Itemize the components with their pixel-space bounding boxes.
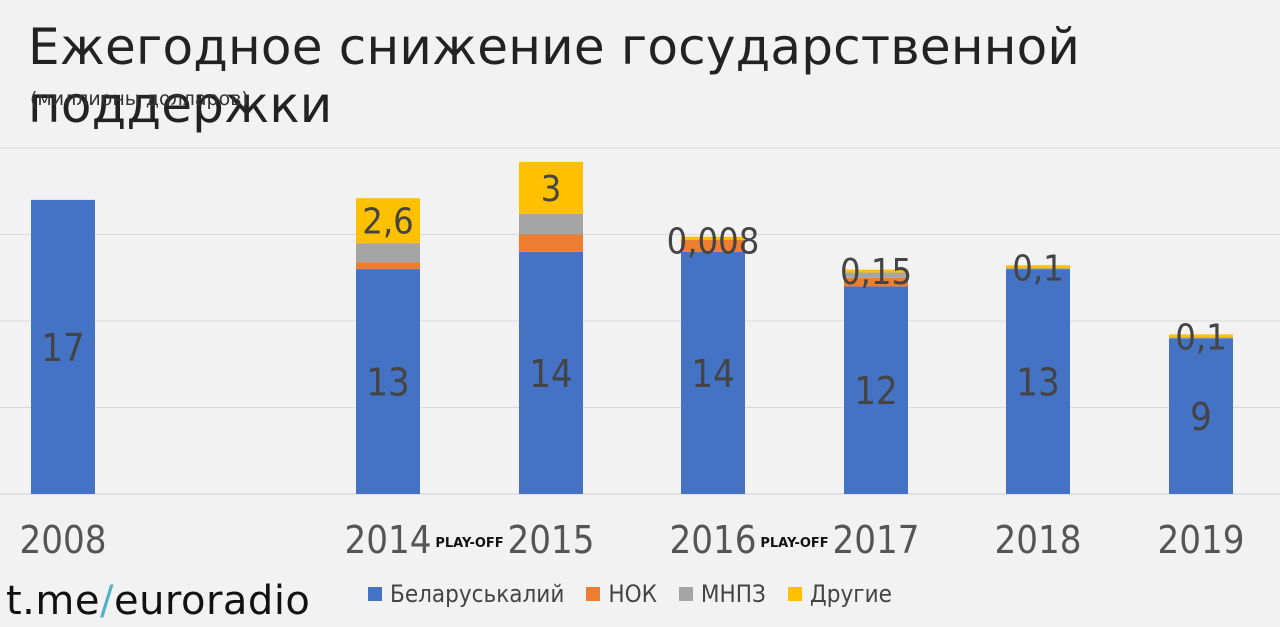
data-label-2015: 14 [529, 352, 573, 396]
data-label-top-2014: 2,6 [362, 202, 414, 243]
legend-swatch-other [787, 587, 802, 601]
bar-2018-series-0 [1006, 269, 1070, 494]
x-tick-label-2019: 2019 [1158, 518, 1245, 562]
legend-item-other: Другие [787, 580, 892, 608]
legend-swatch-belaruskali [368, 587, 382, 601]
data-label-2018: 13 [1016, 361, 1060, 405]
chart-subtitle: (миллионы долларов) [30, 88, 249, 110]
legend-item-nok: НОК [586, 580, 657, 608]
bar-2014-series-2 [356, 243, 420, 263]
x-tick-label-2008: 2008 [20, 518, 107, 562]
data-label-2016: 14 [691, 352, 735, 396]
bar-2017-series-2 [844, 272, 908, 278]
bar-2016-series-3 [681, 236, 745, 240]
legend-swatch-nok [586, 587, 601, 601]
data-label-2014: 13 [366, 361, 410, 405]
legend-label-nok: НОК [608, 580, 657, 608]
bar-2014-series-0 [356, 269, 420, 494]
bar-2019-series-0 [1169, 338, 1233, 494]
legend-label-belaruskali: Беларуськалий [390, 580, 565, 608]
gap-label-playoff-0: PLAY-OFF [435, 536, 503, 551]
x-tick-label-2018: 2018 [995, 518, 1082, 562]
legend-label-other: Другие [809, 580, 892, 608]
data-label-top-2017: 0,15 [840, 252, 912, 293]
data-label-2017: 12 [854, 369, 898, 413]
data-label-2008: 17 [41, 326, 85, 370]
bar-2008-series-0 [31, 199, 95, 494]
bar-2019-series-3 [1169, 334, 1233, 338]
x-tick-label-2017: 2017 [833, 518, 920, 562]
bar-2016-series-0 [681, 251, 745, 494]
watermark-prefix: t.me [6, 578, 100, 624]
bar-2017-series-1 [844, 277, 908, 287]
legend-item-mnpz: МНПЗ [678, 580, 766, 608]
x-tick-label-2016: 2016 [670, 518, 757, 562]
data-label-top-2016: 0,008 [667, 222, 760, 263]
bar-2015-series-1 [519, 234, 583, 252]
data-label-top-2015: 3 [541, 169, 562, 210]
bar-2015-series-0 [519, 251, 583, 494]
bar-2018-series-3 [1006, 265, 1070, 269]
data-label-top-2018: 0,1 [1012, 249, 1064, 290]
watermark-logo: t.me/euroradio [6, 578, 310, 624]
bar-2014-series-3 [356, 198, 420, 244]
x-tick-label-2014: 2014 [345, 518, 432, 562]
x-tick-label-2015: 2015 [508, 518, 595, 562]
legend-label-mnpz: МНПЗ [700, 580, 766, 608]
bar-2014-series-1 [356, 262, 420, 270]
gap-label-playoff-1: PLAY-OFF [760, 536, 828, 551]
legend-item-belaruskali: Беларуськалий [368, 580, 564, 608]
data-label-top-2019: 0,1 [1175, 318, 1227, 359]
bar-2017-series-0 [844, 286, 908, 494]
legend-swatch-mnpz [678, 587, 693, 601]
bar-2015-series-2 [519, 213, 583, 235]
bar-2017-series-3 [844, 269, 908, 273]
watermark-suffix: euroradio [113, 578, 311, 624]
chart-title: Ежегодное снижение государственной подде… [28, 18, 1081, 134]
bar-2015-series-3 [519, 161, 583, 214]
bar-2016-series-1 [681, 239, 745, 252]
watermark-slash: / [99, 578, 114, 624]
chart-legend: Беларуськалий НОК МНПЗ Другие [368, 580, 892, 608]
data-label-2019: 9 [1190, 395, 1212, 439]
